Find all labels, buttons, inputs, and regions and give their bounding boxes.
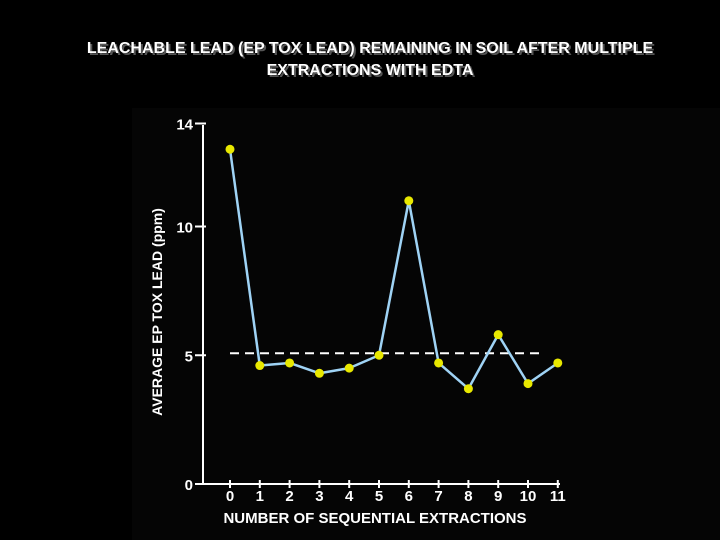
x-tick-label: 5	[375, 488, 383, 505]
data-point	[344, 363, 354, 373]
y-tick-label: 5	[185, 348, 193, 365]
y-axis-label: AVERAGE EP TOX LEAD (ppm)	[149, 208, 165, 416]
data-point	[374, 350, 384, 360]
x-tick-label: 0	[226, 488, 234, 505]
series-group	[225, 144, 563, 394]
data-point	[493, 330, 503, 340]
slide-title-line-2: EXTRACTIONS WITH EDTA	[266, 62, 474, 79]
data-point	[285, 358, 295, 368]
x-tick-label: 8	[464, 488, 472, 505]
x-tick-label: 2	[285, 488, 293, 505]
x-axis-label: NUMBER OF SEQUENTIAL EXTRACTIONS	[223, 510, 526, 527]
chart-axes: 0 5 10 14 0 1 2 3 4 5 6 7 8 9 10 11	[176, 117, 565, 506]
slide-title-line-1: LEACHABLE LEAD (EP TOX LEAD) REMAINING I…	[86, 40, 654, 57]
data-point	[523, 379, 533, 389]
data-point	[255, 361, 265, 371]
slide-title: LEACHABLE LEAD (EP TOX LEAD) REMAINING I…	[0, 38, 720, 82]
x-tick-label: 7	[434, 488, 442, 505]
series-line	[228, 149, 559, 390]
x-tick-label: 4	[345, 488, 354, 505]
data-point	[434, 358, 444, 368]
x-tick-label: 11	[550, 488, 566, 505]
x-tick-label: 3	[315, 488, 323, 505]
x-tick-label: 10	[520, 488, 537, 505]
x-tick-label: 9	[494, 488, 502, 505]
y-tick-label: 10	[176, 220, 193, 237]
y-tick-label: 14	[176, 117, 193, 134]
data-point	[463, 384, 473, 394]
x-tick-label: 1	[256, 488, 264, 505]
data-point	[314, 368, 324, 378]
x-tick-label: 6	[405, 488, 413, 505]
y-tick-label: 0	[185, 477, 193, 494]
chart-panel	[132, 108, 720, 540]
data-point	[553, 358, 563, 368]
data-point	[404, 196, 414, 206]
data-point	[225, 144, 235, 154]
